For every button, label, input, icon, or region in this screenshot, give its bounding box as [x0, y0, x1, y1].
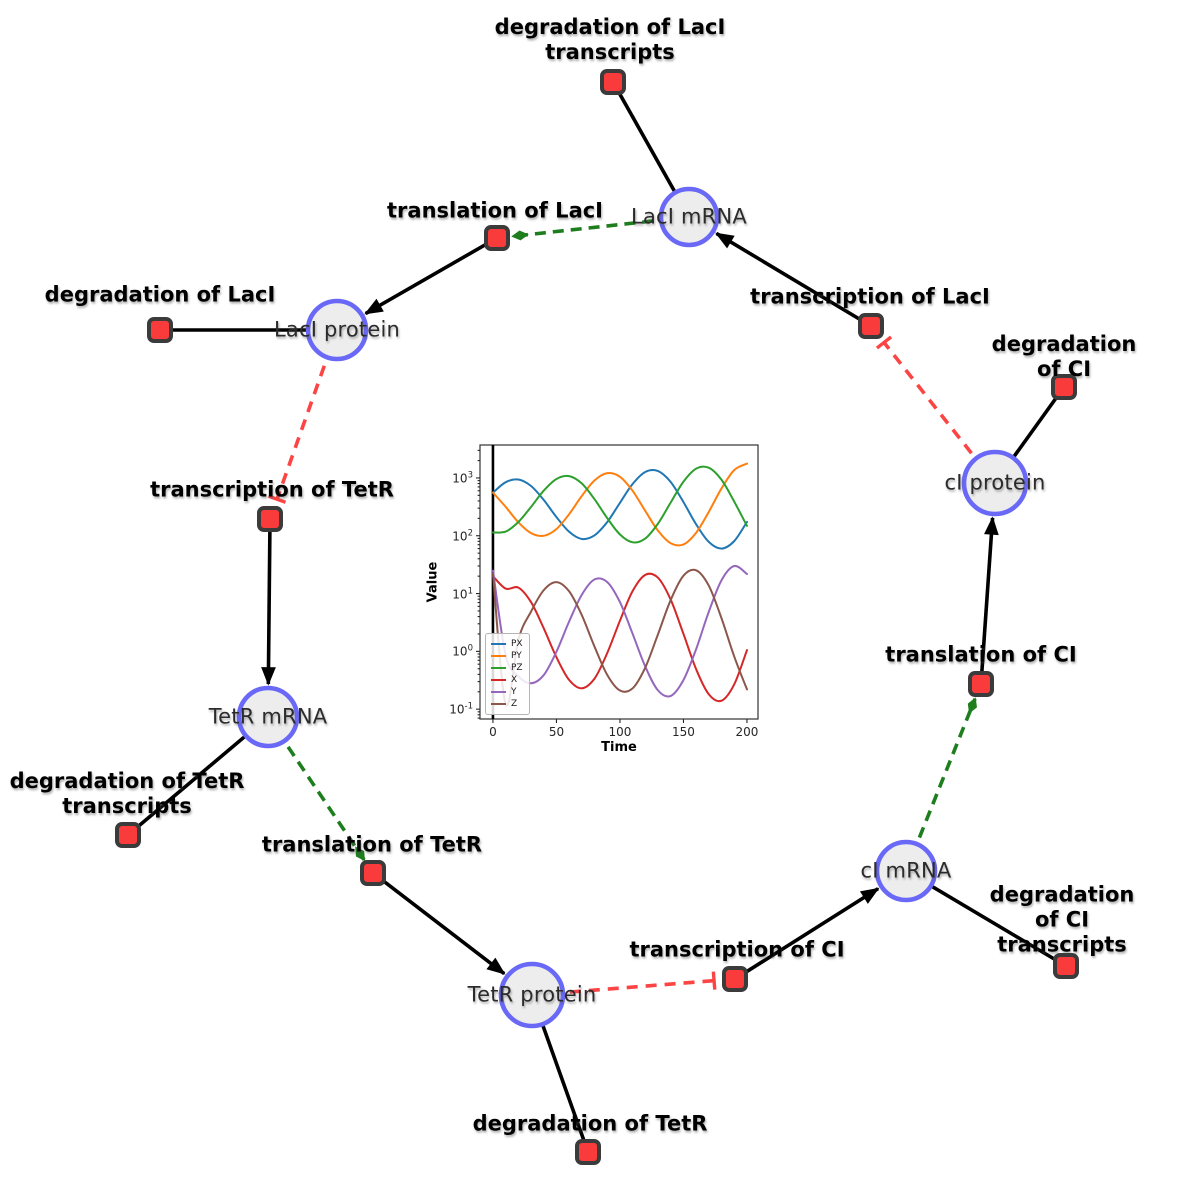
species-node-laci-mrna — [658, 186, 720, 248]
chart-plot-frame — [479, 444, 759, 720]
series-line-Z — [492, 568, 748, 707]
species-node-laci-protein — [305, 298, 369, 362]
series-line-PX — [492, 469, 748, 550]
species-nodes-layer — [236, 186, 1029, 1029]
series-line-Y — [492, 564, 748, 698]
edge-production-translation-of-laci-to-laci-protein — [364, 236, 498, 316]
edge-inhibition-tetr-protein-to-transcription-of-ci — [531, 971, 717, 997]
species-node-tetr-mrna — [236, 685, 300, 749]
edge-production-transcription-of-ci-to-ci-mrna — [734, 887, 880, 981]
edge-modifier-ci-mrna-to-translation-of-ci — [904, 697, 977, 872]
series-line-X — [492, 572, 748, 703]
edge-production-translation-of-tetr-to-tetr-protein — [371, 871, 506, 976]
reaction-node-transcription-of-tetr — [257, 506, 283, 532]
reaction-node-degradation-of-tetr — [575, 1139, 601, 1165]
species-node-ci-protein — [961, 449, 1029, 517]
reaction-node-translation-of-tetr — [360, 860, 386, 886]
species-node-ci-mrna — [874, 839, 938, 903]
reaction-node-translation-of-laci — [484, 225, 510, 251]
inset-timecourse-chart — [476, 444, 759, 723]
reaction-node-transcription-of-ci — [722, 966, 748, 992]
series-line-PZ — [492, 465, 748, 544]
edge-production-translation-of-ci-to-ci-protein — [979, 516, 999, 685]
reaction-node-translation-of-ci — [968, 671, 994, 697]
series-line-PY — [492, 462, 748, 547]
edge-production-transcription-of-tetr-to-tetr-mrna — [261, 518, 276, 686]
edge-production-transcription-of-laci-to-laci-mrna — [715, 231, 872, 328]
reaction-node-degradation-of-tetr-transcripts — [115, 822, 141, 848]
reaction-node-degradation-of-ci-transcripts — [1053, 953, 1079, 979]
reaction-node-degradation-of-laci — [147, 317, 173, 343]
species-node-tetr-protein — [498, 961, 566, 1029]
reaction-nodes-layer — [115, 69, 1079, 1165]
edge-modifier-laci-mrna-to-translation-of-laci — [511, 215, 690, 241]
chart-curves — [492, 462, 748, 707]
reaction-node-degradation-of-laci-transcripts — [600, 69, 626, 95]
reaction-node-transcription-of-laci — [858, 313, 884, 339]
reaction-node-degradation-of-ci — [1051, 374, 1077, 400]
